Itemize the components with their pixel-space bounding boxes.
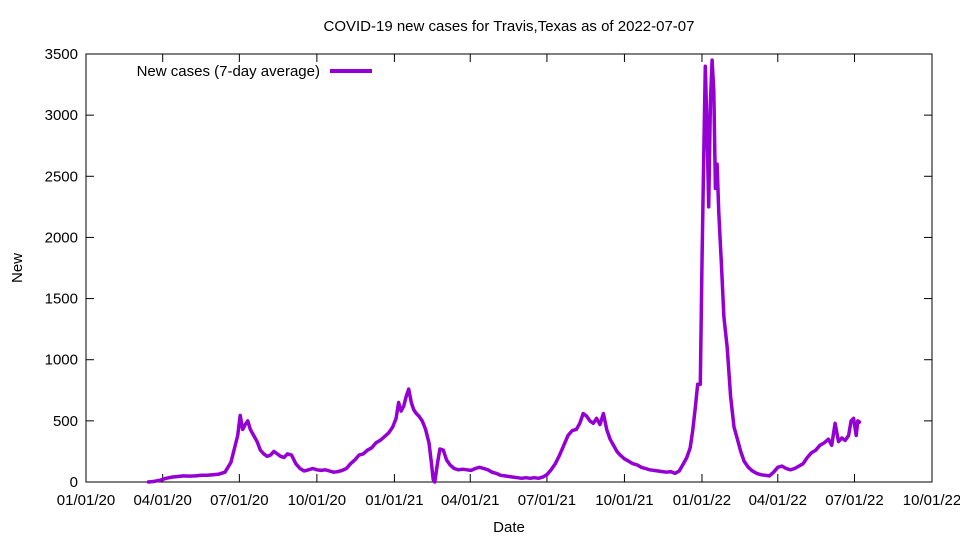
y-tick-label: 500 — [53, 413, 78, 430]
legend: New cases (7-day average) — [137, 63, 372, 80]
x-tick-label: 10/01/21 — [595, 492, 653, 509]
x-axis-label: Date — [493, 519, 525, 536]
series-layer — [146, 58, 862, 484]
y-tick-label: 2500 — [45, 168, 78, 185]
x-tick-label: 10/01/22 — [903, 492, 960, 509]
x-tick-label: 01/01/22 — [673, 492, 731, 509]
x-tick-label: 04/01/20 — [133, 492, 191, 509]
chart-title: COVID-19 new cases for Travis,Texas as o… — [323, 18, 694, 35]
y-tick-label: 3000 — [45, 107, 78, 124]
x-tick-label: 04/01/21 — [441, 492, 499, 509]
x-tick-label: 07/01/20 — [210, 492, 268, 509]
x-tick-label: 01/01/20 — [57, 492, 115, 509]
x-axis-ticks: 01/01/20 04/01/20 07/01/20 10/01/20 01/01/21… — [57, 54, 960, 509]
x-tick-label: 07/01/22 — [825, 492, 883, 509]
y-tick-label: 1500 — [45, 291, 78, 308]
y-tick-label: 0 — [70, 474, 78, 491]
series-line — [146, 58, 862, 484]
legend-label: New cases (7-day average) — [137, 63, 320, 80]
y-tick-label: 3500 — [45, 46, 78, 63]
x-tick-label: 01/01/21 — [365, 492, 423, 509]
y-axis-ticks: 0 500 1000 1500 2000 2500 3000 3500 — [45, 46, 932, 491]
x-tick-label: 07/01/21 — [518, 492, 576, 509]
y-tick-label: 1000 — [45, 352, 78, 369]
plot-frame — [85, 53, 933, 483]
x-tick-label: 04/01/22 — [749, 492, 807, 509]
y-axis-label: New — [9, 253, 26, 283]
y-tick-label: 2000 — [45, 229, 78, 246]
x-tick-label: 10/01/20 — [288, 492, 346, 509]
